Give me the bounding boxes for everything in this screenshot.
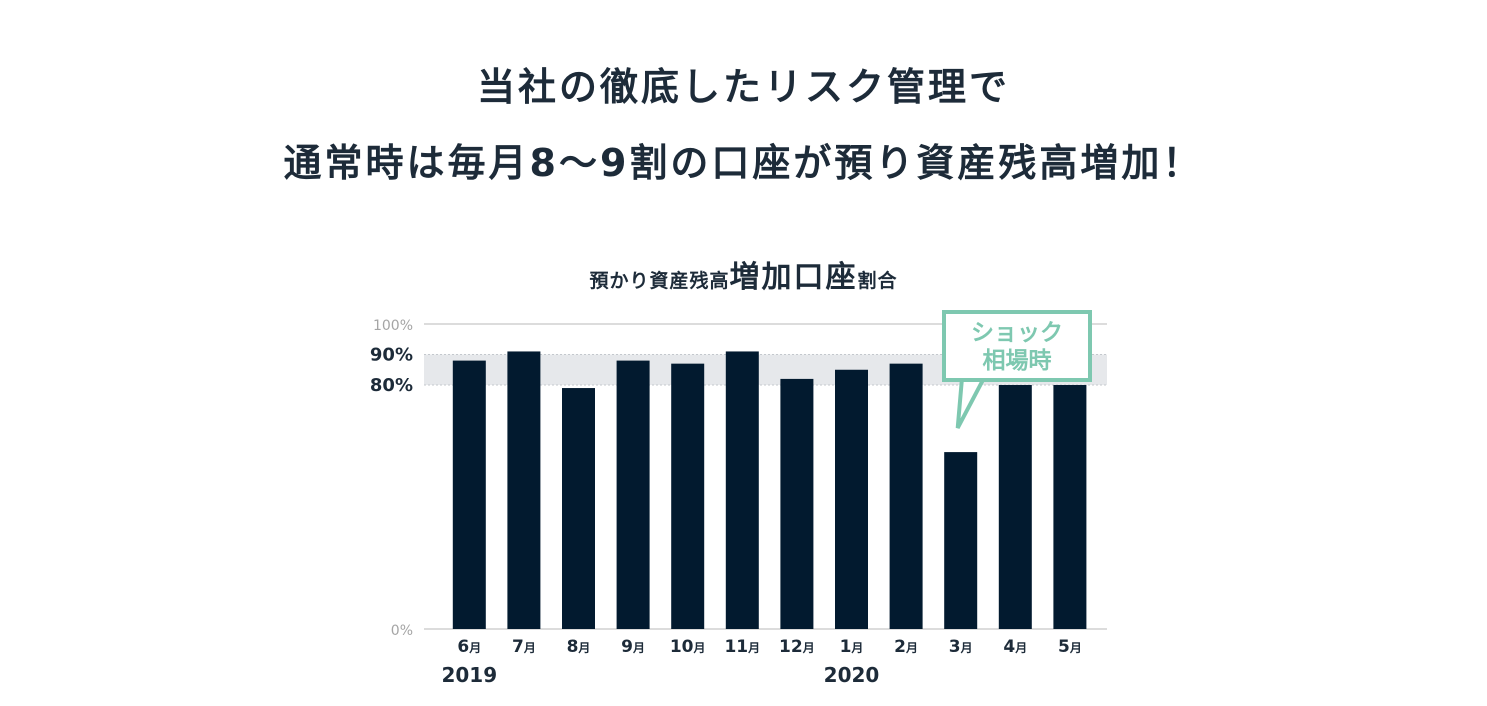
bar xyxy=(725,351,759,629)
bar xyxy=(452,360,486,629)
x-tick-label: 3月 xyxy=(949,637,973,657)
bar xyxy=(562,388,595,629)
x-tick-label: 2月 xyxy=(894,637,918,657)
bar xyxy=(507,351,541,629)
chart-title-prefix: 預かり資産残高 xyxy=(589,270,730,292)
y-tick-label: 80% xyxy=(370,375,413,396)
y-tick-label: 90% xyxy=(370,345,413,366)
year-label: 2020 xyxy=(824,663,880,687)
headline-line-2: 通常時は毎月8〜9割の口座が預り資産残高増加！ xyxy=(283,141,1204,185)
x-tick-label: 12月 xyxy=(779,637,815,657)
x-tick-label: 6月 xyxy=(457,637,481,657)
callout-line-1: ショック xyxy=(971,320,1063,346)
x-tick-label: 4月 xyxy=(1003,637,1027,657)
bar xyxy=(998,385,1032,629)
bar xyxy=(780,378,814,629)
x-tick-label: 10月 xyxy=(670,637,706,657)
x-tick-label: 9月 xyxy=(621,637,645,657)
bar xyxy=(944,452,978,629)
x-tick-label: 1月 xyxy=(840,637,864,657)
y-tick-label: 100% xyxy=(373,318,413,334)
chart-title-suffix: 割合 xyxy=(857,270,898,292)
x-tick-label: 7月 xyxy=(512,637,536,657)
bar xyxy=(671,363,705,629)
x-tick-label: 5月 xyxy=(1058,637,1082,657)
callout-line-2: 相場時 xyxy=(982,348,1052,374)
x-tick-label: 11月 xyxy=(724,637,760,657)
y-tick-label: 0% xyxy=(391,623,413,639)
headline-line-1: 当社の徹底したリスク管理で xyxy=(476,65,1010,109)
callout-pointer xyxy=(955,377,986,429)
year-label: 2019 xyxy=(441,663,497,687)
chart-title-emphasis: 増加口座 xyxy=(729,260,858,295)
bar xyxy=(835,369,868,629)
bar xyxy=(889,363,923,629)
chart-title: 預かり資産残高増加口座割合 xyxy=(0,252,1487,296)
x-tick-label: 8月 xyxy=(567,637,591,657)
shock-market-callout: ショック 相場時 xyxy=(942,310,1092,382)
bar xyxy=(1053,385,1087,629)
bar xyxy=(616,360,650,629)
